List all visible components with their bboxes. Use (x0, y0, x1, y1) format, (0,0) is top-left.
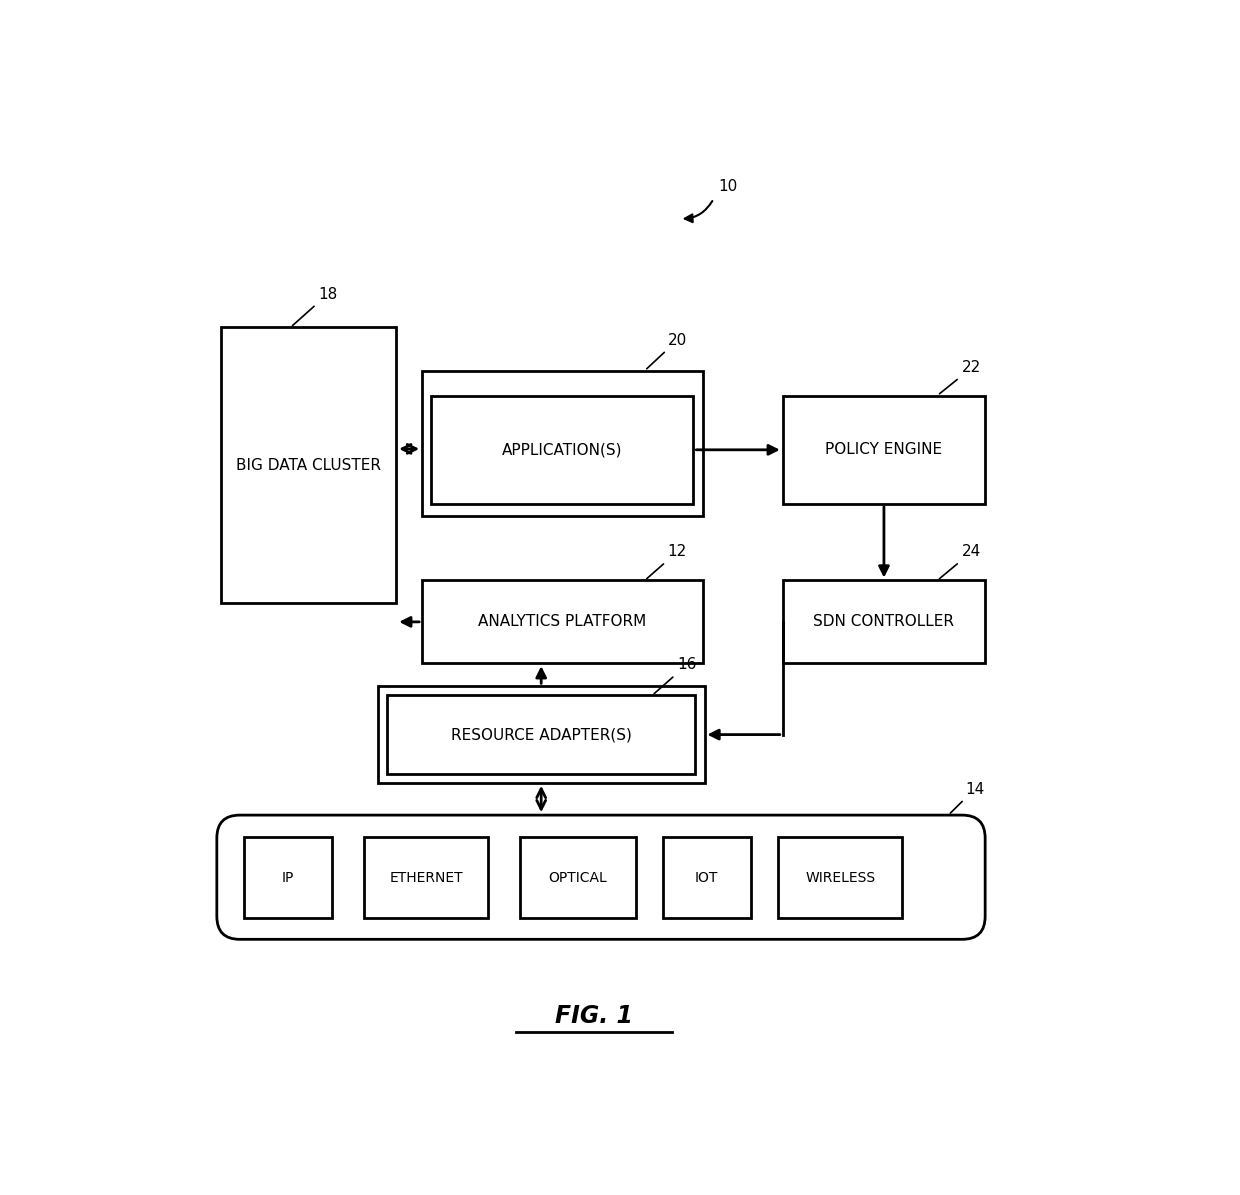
Text: RESOURCE ADAPTER(S): RESOURCE ADAPTER(S) (451, 727, 631, 742)
Text: WIRELESS: WIRELESS (805, 871, 875, 884)
Text: 18: 18 (293, 287, 337, 325)
Text: 22: 22 (940, 360, 981, 394)
FancyBboxPatch shape (365, 838, 489, 918)
Text: 20: 20 (647, 332, 687, 369)
Text: APPLICATION(S): APPLICATION(S) (502, 442, 622, 458)
FancyBboxPatch shape (432, 396, 693, 504)
Text: OPTICAL: OPTICAL (548, 871, 608, 884)
Text: 14: 14 (950, 782, 985, 813)
FancyBboxPatch shape (422, 370, 703, 516)
Text: ANALYTICS PLATFORM: ANALYTICS PLATFORM (479, 614, 646, 630)
FancyBboxPatch shape (782, 581, 985, 663)
Text: SDN CONTROLLER: SDN CONTROLLER (813, 614, 955, 630)
FancyBboxPatch shape (663, 838, 750, 918)
Text: IP: IP (281, 871, 294, 884)
Text: POLICY ENGINE: POLICY ENGINE (826, 442, 942, 458)
FancyBboxPatch shape (244, 838, 332, 918)
Text: IOT: IOT (696, 871, 718, 884)
Text: FIG. 1: FIG. 1 (556, 1004, 634, 1028)
FancyBboxPatch shape (422, 581, 703, 663)
Text: 16: 16 (655, 657, 697, 693)
FancyBboxPatch shape (521, 838, 635, 918)
Text: BIG DATA CLUSTER: BIG DATA CLUSTER (237, 458, 382, 473)
Text: 24: 24 (940, 544, 981, 578)
Text: 10: 10 (718, 179, 738, 194)
Text: ETHERNET: ETHERNET (389, 871, 463, 884)
FancyBboxPatch shape (222, 327, 397, 603)
FancyBboxPatch shape (387, 695, 696, 773)
FancyBboxPatch shape (779, 838, 903, 918)
Text: 12: 12 (647, 544, 687, 578)
FancyBboxPatch shape (217, 815, 985, 939)
FancyBboxPatch shape (378, 686, 704, 783)
FancyBboxPatch shape (782, 396, 985, 504)
